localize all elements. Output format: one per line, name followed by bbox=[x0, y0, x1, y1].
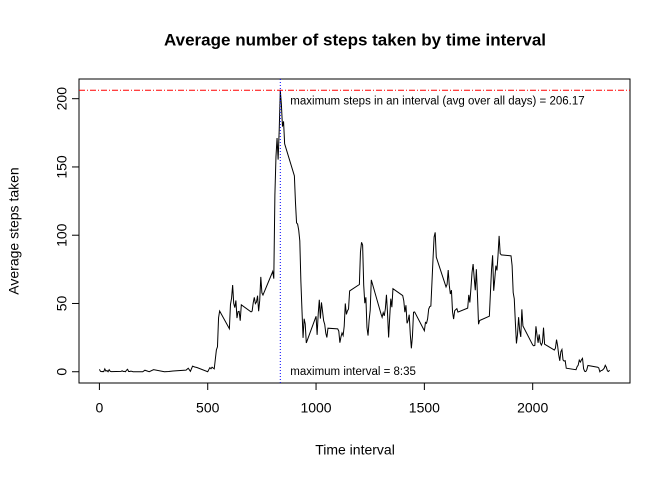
y-tick-label: 100 bbox=[54, 223, 70, 247]
max-steps-annotation: maximum steps in an interval (avg over a… bbox=[290, 95, 584, 107]
y-tick-label: 150 bbox=[54, 155, 70, 179]
max-interval-annotation: maximum interval = 8:35 bbox=[290, 366, 416, 378]
x-axis-label: Time interval bbox=[315, 442, 395, 458]
x-tick-label: 1500 bbox=[409, 400, 440, 416]
x-tick-label: 500 bbox=[196, 400, 220, 416]
y-tick-label: 0 bbox=[54, 368, 70, 376]
y-tick-label: 50 bbox=[54, 295, 70, 311]
y-axis-label: Average steps taken bbox=[6, 167, 22, 294]
chart-title: Average number of steps taken by time in… bbox=[164, 30, 546, 49]
data-line bbox=[98, 90, 610, 373]
y-tick-label: 200 bbox=[54, 87, 70, 111]
x-tick-label: 0 bbox=[96, 400, 104, 416]
x-tick-label: 1000 bbox=[300, 400, 331, 416]
x-tick-label: 2000 bbox=[517, 400, 548, 416]
